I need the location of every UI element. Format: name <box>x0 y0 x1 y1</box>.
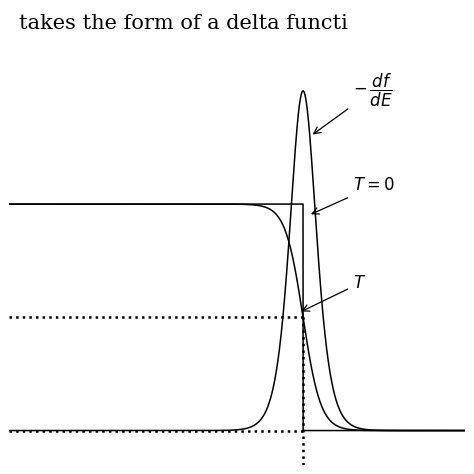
Text: $-\,\dfrac{df}{dE}$: $-\,\dfrac{df}{dE}$ <box>314 72 392 134</box>
Text: $T$: $T$ <box>302 275 366 311</box>
Text: $T = 0$: $T = 0$ <box>312 177 395 214</box>
Text: takes the form of a delta functi: takes the form of a delta functi <box>19 14 348 33</box>
